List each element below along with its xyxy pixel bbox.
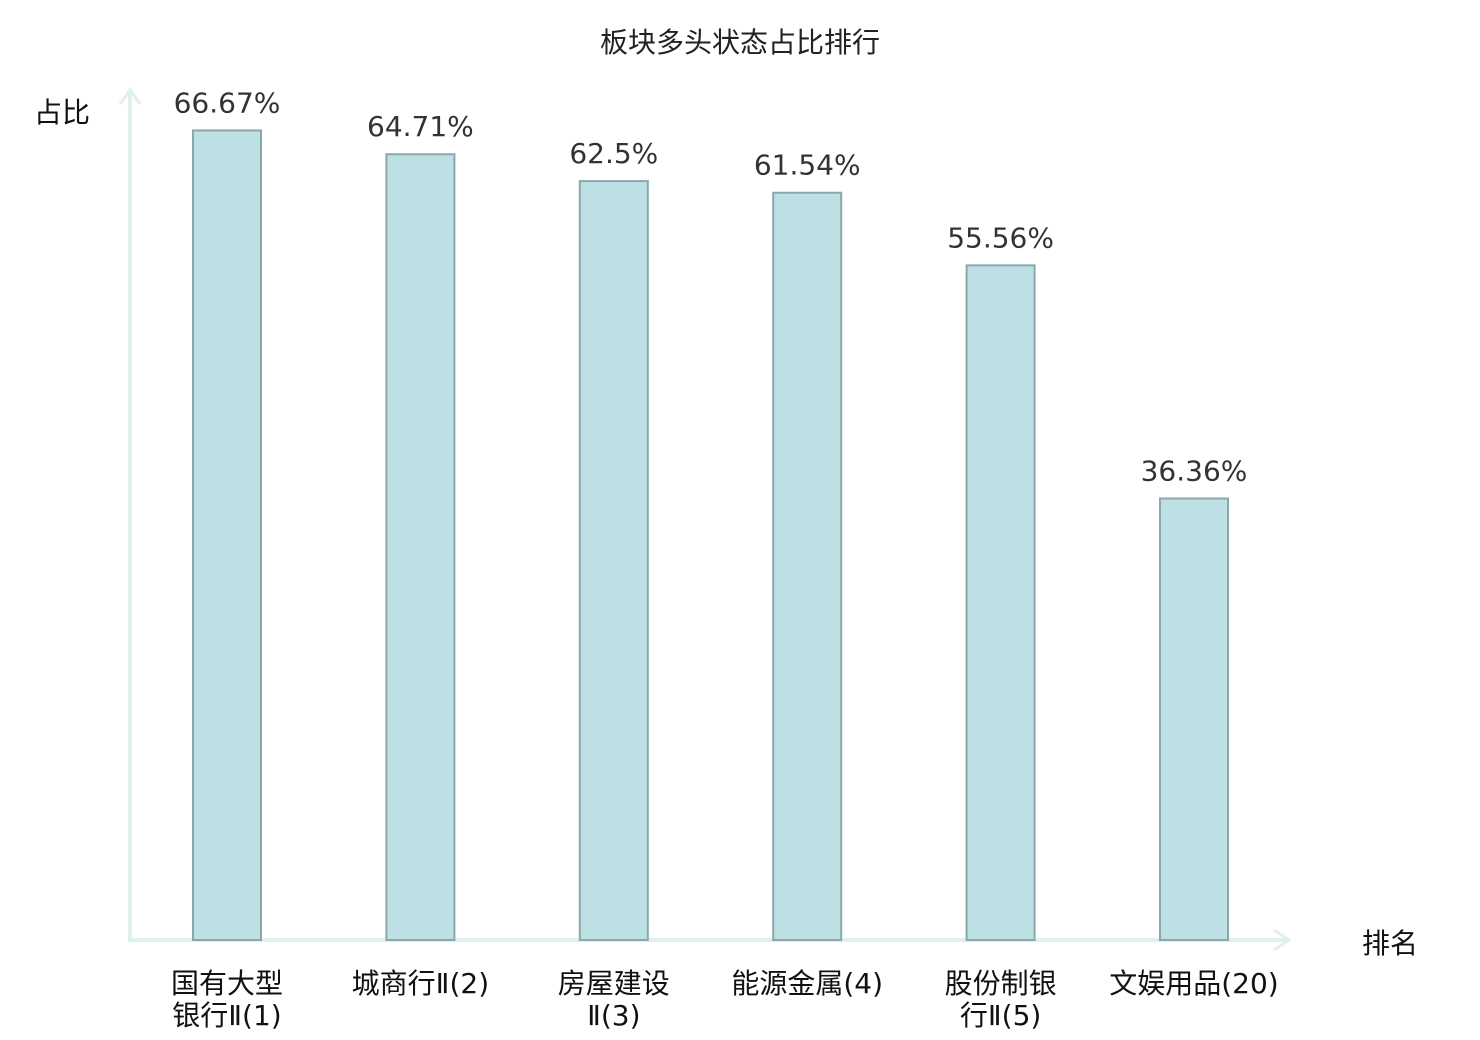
category-label-6-line-1: 文娱用品(20): [1109, 967, 1278, 1000]
bar-5: [965, 264, 1036, 942]
value-label-4: 61.54%: [754, 149, 861, 182]
value-label-6: 36.36%: [1141, 454, 1248, 487]
x-axis-label: 排名: [1362, 927, 1418, 960]
category-label-1-line-2: 银行Ⅱ(1): [172, 999, 281, 1032]
value-label-3: 62.5%: [569, 137, 658, 170]
x-axis-arrow: [1273, 928, 1292, 952]
bar-2: [385, 153, 456, 941]
bar-3: [578, 180, 649, 942]
bar-6: [1159, 497, 1229, 941]
chart-title: 板块多头状态占比排行: [600, 26, 880, 59]
value-label-2: 64.71%: [367, 110, 474, 143]
category-label-5-line-1: 股份制银: [945, 967, 1057, 1000]
axes: [118, 87, 1292, 952]
y-axis-label: 占比: [34, 96, 90, 129]
category-label-1-line-1: 国有大型: [171, 967, 283, 1000]
category-label-3-line-1: 房屋建设: [558, 967, 670, 1000]
category-label-5-line-2: 行Ⅱ(5): [960, 999, 1041, 1032]
y-axis-arrow: [118, 87, 142, 105]
category-label-2-line-1: 城商行Ⅱ(2): [352, 967, 489, 1000]
category-label-3-line-2: Ⅱ(3): [587, 999, 640, 1032]
category-label-4-line-1: 能源金属(4): [731, 967, 883, 1000]
value-label-5: 55.56%: [947, 221, 1054, 254]
bar-1: [192, 129, 262, 941]
bar-4: [772, 191, 843, 941]
value-label-1: 66.67%: [174, 86, 281, 119]
